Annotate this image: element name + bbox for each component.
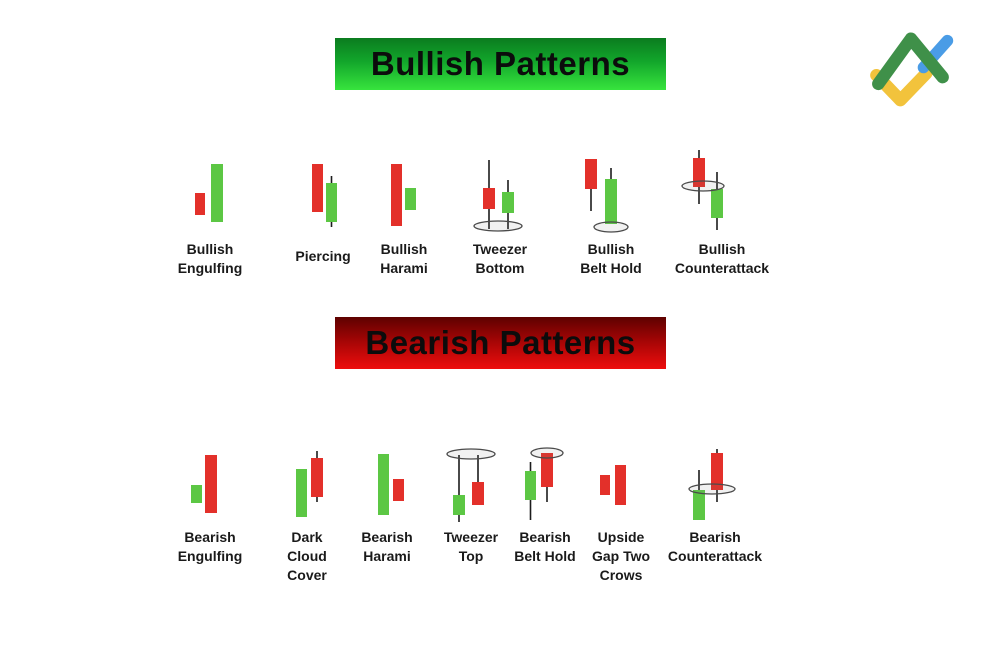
logo-green-peak-icon (872, 32, 949, 91)
candle-body-bull (378, 454, 389, 515)
pattern-label: Bearish Engulfing (177, 529, 243, 564)
pattern-candles (681, 150, 725, 230)
candle-body-bull (605, 179, 617, 224)
broker-logo (870, 32, 954, 107)
pattern-label: Tweezer Top (443, 529, 499, 564)
candle-body-bear (615, 465, 626, 505)
pattern-candles (195, 164, 223, 222)
pattern-candles (296, 451, 323, 517)
price-level-ellipse (593, 221, 629, 233)
candle-body-bear (391, 164, 402, 226)
pattern-label: Bullish Engulfing (177, 241, 243, 276)
candle-body-bear (311, 458, 323, 497)
pattern-candles (585, 159, 629, 233)
bullish-banner-title: Bullish Patterns (370, 45, 631, 82)
pattern-label: Bearish Harami (361, 529, 413, 564)
candle-body-bull (502, 192, 514, 213)
bullish-patterns-banner: Bullish Patterns (335, 38, 666, 90)
pattern-candles (525, 447, 564, 520)
candle-body-bull (453, 495, 465, 515)
pattern-candles (688, 449, 736, 520)
price-level-ellipse (530, 447, 564, 459)
candle-body-bear (541, 453, 553, 487)
candle-body-bear (195, 193, 205, 215)
pattern-candles (600, 465, 626, 505)
price-level-ellipse (681, 180, 725, 192)
pattern-candles (191, 455, 217, 513)
price-level-ellipse (688, 483, 736, 495)
candle-body-bear (472, 482, 484, 505)
candle-body-bear (585, 159, 597, 189)
bearish-patterns-banner: Bearish Patterns (335, 317, 666, 369)
candle-body-bull (296, 469, 307, 517)
candle-body-bull (326, 183, 337, 222)
candle-body-bull (525, 471, 536, 500)
candle-body-bear (205, 455, 217, 513)
pattern-label: Piercing (295, 248, 351, 264)
price-level-ellipse (446, 448, 496, 460)
candle-body-bull (191, 485, 202, 503)
candle-body-bull (405, 188, 416, 210)
pattern-label: Tweezer Bottom (472, 241, 528, 276)
pattern-label: Upside Gap Two Crows (591, 529, 651, 583)
pattern-label: Dark Cloud Cover (287, 529, 327, 583)
candle-body-bear (393, 479, 404, 501)
candle-body-bull (211, 164, 223, 222)
pattern-label: Bullish Belt Hold (580, 241, 642, 276)
bearish-banner-title: Bearish Patterns (365, 324, 636, 361)
pattern-label: Bearish Belt Hold (514, 529, 576, 564)
pattern-candles (446, 448, 496, 522)
candle-body-bull (711, 189, 723, 218)
candle-body-bear (693, 158, 705, 187)
pattern-label: Bullish Counterattack (674, 241, 770, 276)
pattern-label: Bearish Counterattack (667, 529, 763, 564)
pattern-candles (378, 454, 404, 515)
pattern-candles (391, 164, 416, 226)
candle-body-bull (693, 490, 705, 520)
candle-body-bear (711, 453, 723, 490)
pattern-candles (312, 164, 337, 227)
candle-body-bear (483, 188, 495, 209)
candle-body-bear (600, 475, 610, 495)
candle-body-bear (312, 164, 323, 212)
pattern-label: Bullish Harami (380, 241, 428, 276)
price-level-ellipse (473, 220, 523, 232)
pattern-candles (473, 160, 523, 232)
